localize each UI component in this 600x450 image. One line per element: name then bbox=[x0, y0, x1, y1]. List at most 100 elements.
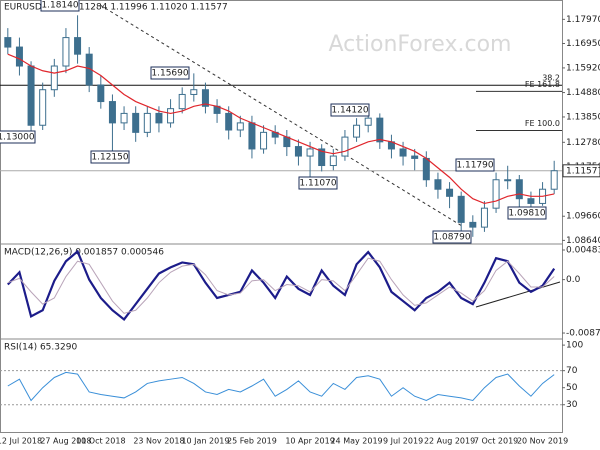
y-tick-label: 100 bbox=[566, 341, 583, 351]
price-label: 1.08790 bbox=[433, 233, 470, 243]
y-tick-label: 0.0 bbox=[566, 275, 581, 285]
candle-body bbox=[4, 37, 12, 48]
y-tick-label: 1.15920 bbox=[566, 63, 600, 73]
trend-line bbox=[99, 4, 463, 227]
candle-body bbox=[108, 101, 116, 124]
price-label: 1.13000 bbox=[0, 133, 35, 143]
price-label-box bbox=[150, 66, 190, 80]
candle-body bbox=[364, 117, 372, 126]
price-label: 1.12150 bbox=[91, 153, 128, 163]
candle-body bbox=[550, 170, 558, 190]
candle-body bbox=[236, 122, 244, 131]
y-tick-label: 1.16950 bbox=[566, 39, 600, 49]
price-label: 1.15690 bbox=[151, 69, 188, 79]
candle-body bbox=[376, 117, 384, 143]
candle-body bbox=[492, 179, 500, 209]
candle-body bbox=[155, 112, 163, 124]
x-tick-label: 10 Jan 2019 bbox=[181, 437, 229, 446]
candle-body bbox=[190, 89, 198, 95]
x-tick-label: 9 Jul 2019 bbox=[383, 437, 423, 446]
price-label: 1.11070 bbox=[299, 179, 336, 189]
level-label: FE 100.0 bbox=[525, 119, 560, 128]
y-tick-label: 1.08640 bbox=[566, 236, 600, 246]
y-tick-label: 1.13850 bbox=[566, 112, 600, 122]
candle-body bbox=[318, 148, 326, 167]
x-tick-label: 10 Oct 2018 bbox=[76, 437, 125, 446]
candle-body bbox=[260, 131, 268, 150]
last-price-label: 1.11577 bbox=[566, 166, 600, 176]
price-label-box bbox=[455, 158, 495, 172]
candle-body bbox=[120, 112, 128, 124]
y-tick-label: 1.14880 bbox=[566, 88, 600, 98]
candle-body bbox=[446, 188, 454, 197]
x-tick-label: 7 Oct 2019 bbox=[474, 437, 518, 446]
candle-body bbox=[329, 155, 337, 167]
candle-body bbox=[422, 157, 430, 181]
price-label-box bbox=[40, 0, 80, 12]
candle-body bbox=[294, 146, 302, 157]
series-line bbox=[7, 257, 555, 314]
y-tick-label: 0.004832 bbox=[566, 246, 600, 256]
price-label: 1.09810 bbox=[508, 209, 545, 219]
rsi-title: RSI(14) 65.3290 bbox=[4, 343, 77, 353]
level-label: 38.2 bbox=[542, 74, 560, 83]
candle-body bbox=[480, 207, 488, 228]
frame bbox=[0, 0, 563, 433]
candle-body bbox=[201, 89, 209, 107]
x-tick-label: 27 Aug 2018 bbox=[40, 437, 91, 446]
x-tick-label: 12 Jul 2018 bbox=[0, 437, 42, 446]
watermark: ActionForex.com bbox=[329, 32, 512, 57]
candle-body bbox=[399, 148, 407, 157]
candle-body bbox=[143, 112, 151, 133]
y-tick-label: 1.12780 bbox=[566, 138, 600, 148]
candle-body bbox=[248, 122, 256, 150]
candle-body bbox=[15, 46, 23, 67]
y-tick-label: 50 bbox=[566, 383, 578, 393]
price-label: 1.18140 bbox=[41, 1, 78, 11]
x-tick-label: 25 Feb 2019 bbox=[227, 437, 277, 446]
candle-body bbox=[341, 136, 349, 157]
series-line bbox=[7, 371, 555, 402]
x-tick-label: 22 Aug 2019 bbox=[424, 437, 475, 446]
candle-body bbox=[411, 155, 419, 159]
candle-body bbox=[27, 65, 35, 126]
y-tick-label: 70 bbox=[566, 366, 578, 376]
candle-body bbox=[306, 148, 314, 157]
y-tick-label: -0.008718 bbox=[566, 329, 600, 339]
series-line bbox=[7, 249, 556, 321]
macd-trend-line bbox=[475, 281, 561, 308]
candle-body bbox=[39, 89, 47, 126]
last-price-box bbox=[562, 164, 600, 178]
price-label: 1.11790 bbox=[456, 161, 493, 171]
candle-body bbox=[353, 124, 361, 138]
candle-body bbox=[225, 112, 233, 131]
candle-body bbox=[62, 37, 70, 67]
price-label-box bbox=[432, 230, 472, 244]
x-tick-label: 24 May 2019 bbox=[330, 437, 382, 446]
y-tick-label: 30 bbox=[566, 400, 578, 410]
candle-body bbox=[469, 221, 477, 228]
candle-body bbox=[178, 93, 186, 110]
candle-body bbox=[504, 179, 512, 182]
series-line bbox=[7, 53, 555, 205]
candle-body bbox=[515, 179, 523, 200]
price-label: 1.14120 bbox=[331, 106, 368, 116]
x-tick-label: 10 Apr 2019 bbox=[285, 437, 334, 446]
price-label-box bbox=[298, 176, 338, 190]
x-tick-label: 20 Nov 2019 bbox=[517, 437, 568, 446]
candle-body bbox=[457, 195, 465, 223]
chart-title: EURUSD,Daily 1.11284 1.11996 1.11020 1.1… bbox=[4, 3, 228, 13]
candle-body bbox=[132, 112, 140, 133]
y-tick-label: 1.09660 bbox=[566, 212, 600, 222]
candle-body bbox=[50, 65, 58, 91]
macd-title: MACD(12,26,9) 0.001857 0.000546 bbox=[4, 248, 164, 258]
price-label-box bbox=[330, 103, 370, 117]
candle-body bbox=[74, 37, 82, 55]
x-tick-label: 23 Nov 2018 bbox=[133, 437, 184, 446]
price-label-box bbox=[0, 130, 36, 144]
candle-body bbox=[97, 84, 105, 103]
candle-body bbox=[527, 198, 535, 204]
level-label: FE 161.8 bbox=[525, 80, 560, 89]
